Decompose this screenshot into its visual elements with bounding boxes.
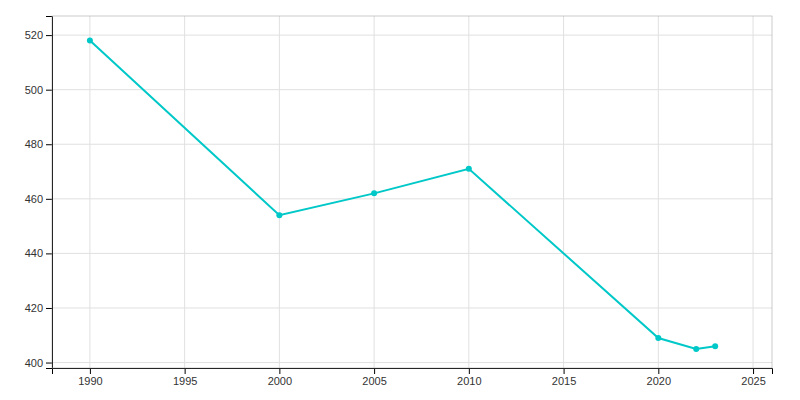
chart-svg: 1990 1995 2000 2005 2010 2015 2020 2025 400 420 44… bbox=[0, 0, 800, 400]
grid-line-x bbox=[658, 16, 659, 368]
grid-line-y bbox=[52, 35, 772, 36]
x-tick-label: 2025 bbox=[741, 375, 765, 387]
x-tick-label: 1995 bbox=[173, 375, 197, 387]
y-tick: 460 bbox=[25, 193, 52, 205]
y-tick: 500 bbox=[25, 84, 52, 96]
grid-line-y bbox=[52, 89, 772, 90]
x-tick-mark bbox=[185, 368, 186, 374]
line bbox=[90, 41, 715, 349]
x-tick-mark bbox=[753, 368, 754, 374]
x-tick-label: 2010 bbox=[457, 375, 481, 387]
grid-line-y bbox=[52, 362, 772, 363]
grid-line-x bbox=[279, 16, 280, 368]
y-tick-mark bbox=[46, 253, 52, 254]
y-tick-label: 400 bbox=[25, 357, 43, 369]
point bbox=[693, 346, 699, 352]
y-tick-mark bbox=[46, 90, 52, 91]
y-tick: 420 bbox=[25, 302, 52, 314]
x-tick-mark bbox=[90, 368, 91, 374]
grid-line-x bbox=[89, 16, 90, 368]
grid-line-x bbox=[184, 16, 185, 368]
x-tick-label: 2000 bbox=[268, 375, 292, 387]
x-tick: 2020 bbox=[647, 368, 671, 387]
y-tick-label: 460 bbox=[25, 193, 43, 205]
plot-frame bbox=[52, 16, 772, 368]
x-axis-line bbox=[53, 369, 773, 375]
x-tick: 1990 bbox=[78, 368, 102, 387]
x-tick-label: 2020 bbox=[647, 375, 671, 387]
y-tick-mark bbox=[46, 363, 52, 364]
x-tick-mark bbox=[469, 368, 470, 374]
marks bbox=[87, 38, 718, 352]
x-tick: 2010 bbox=[457, 368, 481, 387]
point bbox=[87, 38, 93, 44]
grid-line-y bbox=[52, 253, 772, 254]
x-tick-mark bbox=[658, 368, 659, 374]
point bbox=[371, 190, 377, 196]
x-tick-label: 2015 bbox=[552, 375, 576, 387]
x-tick-label: 2005 bbox=[362, 375, 386, 387]
y-tick-label: 500 bbox=[25, 84, 43, 96]
y-tick: 400 bbox=[25, 357, 52, 369]
y-tick-mark bbox=[46, 35, 52, 36]
grid-line-y bbox=[52, 144, 772, 145]
grid-line-y bbox=[52, 307, 772, 308]
x-tick-mark bbox=[374, 368, 375, 374]
y-tick-mark bbox=[46, 308, 52, 309]
grid-line-x bbox=[753, 16, 754, 368]
y-tick-label: 520 bbox=[25, 29, 43, 41]
plot-area: 1990 1995 2000 2005 2010 2015 2020 2025 400 420 44… bbox=[25, 16, 773, 387]
x-tick: 2005 bbox=[362, 368, 386, 387]
y-axis: 400 420 440 460 480 500 520 bbox=[25, 17, 53, 369]
point bbox=[655, 335, 661, 341]
y-tick-label: 480 bbox=[25, 138, 43, 150]
y-tick-label: 440 bbox=[25, 247, 43, 259]
y-tick: 520 bbox=[25, 29, 52, 41]
y-tick-label: 420 bbox=[25, 302, 43, 314]
point bbox=[712, 343, 718, 349]
y-axis-line bbox=[46, 17, 53, 369]
grid-line-x bbox=[563, 16, 564, 368]
x-tick: 2000 bbox=[268, 368, 292, 387]
x-tick: 2025 bbox=[741, 368, 765, 387]
y-tick-mark bbox=[46, 199, 52, 200]
point bbox=[276, 212, 282, 218]
x-tick: 1995 bbox=[173, 368, 197, 387]
x-tick-label: 1990 bbox=[78, 375, 102, 387]
grid-line-y bbox=[52, 198, 772, 199]
x-tick-mark bbox=[564, 368, 565, 374]
point bbox=[466, 166, 472, 172]
x-axis: 1990 1995 2000 2005 2010 2015 2020 2025 bbox=[53, 368, 773, 387]
grid-line-x bbox=[468, 16, 469, 368]
x-tick: 2015 bbox=[552, 368, 576, 387]
grid bbox=[52, 16, 772, 368]
chart-container: 1990 1995 2000 2005 2010 2015 2020 2025 400 420 44… bbox=[0, 0, 800, 400]
y-tick-mark bbox=[46, 144, 52, 145]
y-tick: 440 bbox=[25, 247, 52, 259]
y-tick: 480 bbox=[25, 138, 52, 150]
x-tick-mark bbox=[279, 368, 280, 374]
